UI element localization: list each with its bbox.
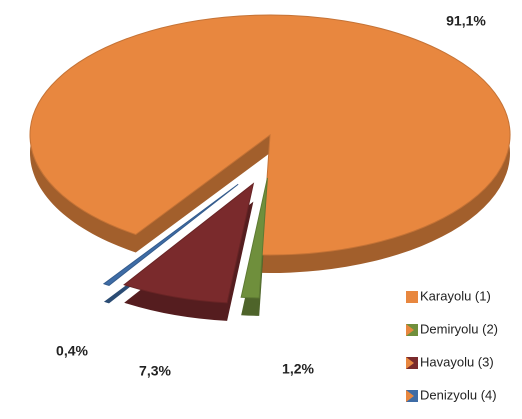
value-label: 1,2% (282, 361, 314, 377)
legend-swatch-accent (406, 357, 414, 369)
legend-label: Denizyolu (4) (420, 387, 497, 402)
legend-label: Karayolu (1) (420, 288, 491, 303)
value-label: 91,1% (446, 13, 486, 29)
legend-swatch-accent (406, 390, 414, 402)
slice (123, 182, 255, 304)
slice (240, 177, 268, 299)
legend-label: Demiryolu (2) (420, 321, 498, 336)
value-label: 7,3% (139, 363, 171, 379)
legend-swatch-accent (406, 291, 414, 303)
slice (102, 183, 239, 286)
value-label: 0,4% (56, 343, 88, 359)
slice (29, 14, 511, 256)
legend-swatch-accent (406, 324, 414, 336)
legend-label: Havayolu (3) (420, 354, 494, 369)
